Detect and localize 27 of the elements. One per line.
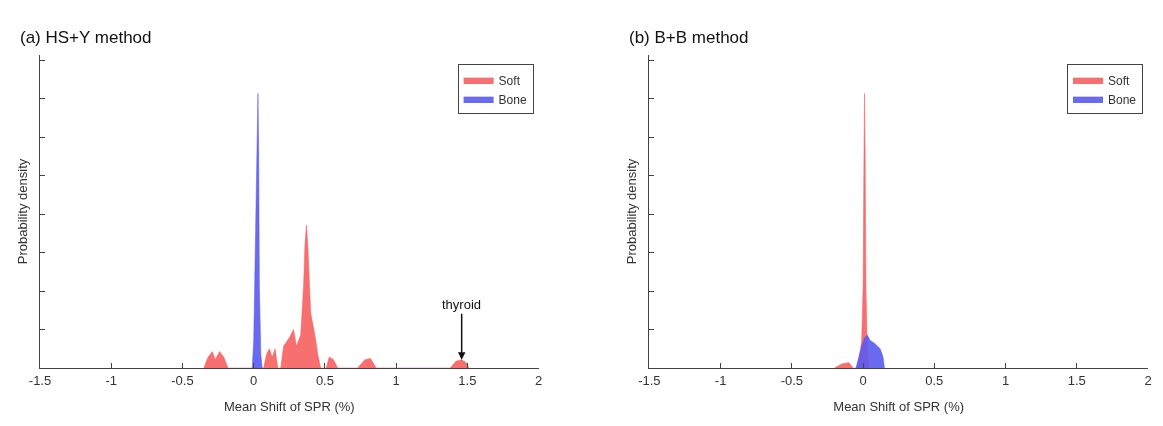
x-tick-label: -1 <box>714 372 727 388</box>
legend-label: Soft <box>498 73 521 88</box>
x-tick-label: 1 <box>1001 372 1010 388</box>
x-tick-label: 2 <box>534 372 543 388</box>
x-tick-label: 0.5 <box>925 372 944 388</box>
x-tick-label: -1.5 <box>28 372 52 388</box>
x-tick-label: 1 <box>392 372 400 388</box>
chart-title: (b) B+B method <box>629 28 749 47</box>
x-tick-label: 1.5 <box>1067 372 1086 388</box>
x-tick-label: -1.5 <box>638 372 661 388</box>
x-tick-label: 0 <box>250 372 258 388</box>
y-axis-title: Probability density <box>624 158 640 265</box>
x-tick-label: -0.5 <box>780 372 804 388</box>
x-tick-label: -1 <box>105 372 118 388</box>
chart-title: (a) HS+Y method <box>20 28 152 47</box>
x-tick-label: 0 <box>859 372 867 388</box>
x-tick-label: 1.5 <box>458 372 477 388</box>
legend-label: Bone <box>498 92 527 107</box>
x-axis-title: Mean Shift of SPR (%) <box>223 399 355 415</box>
legend-label: Bone <box>1108 92 1137 107</box>
x-tick-label: 2 <box>1144 372 1152 388</box>
x-axis-title: Mean Shift of SPR (%) <box>833 399 965 415</box>
legend-label: Soft <box>1108 73 1131 88</box>
y-axis-title: Probability density <box>14 158 30 265</box>
x-tick-label: 0.5 <box>315 372 334 388</box>
annotation: thyroid <box>442 297 482 312</box>
x-tick-label: -0.5 <box>171 372 194 388</box>
